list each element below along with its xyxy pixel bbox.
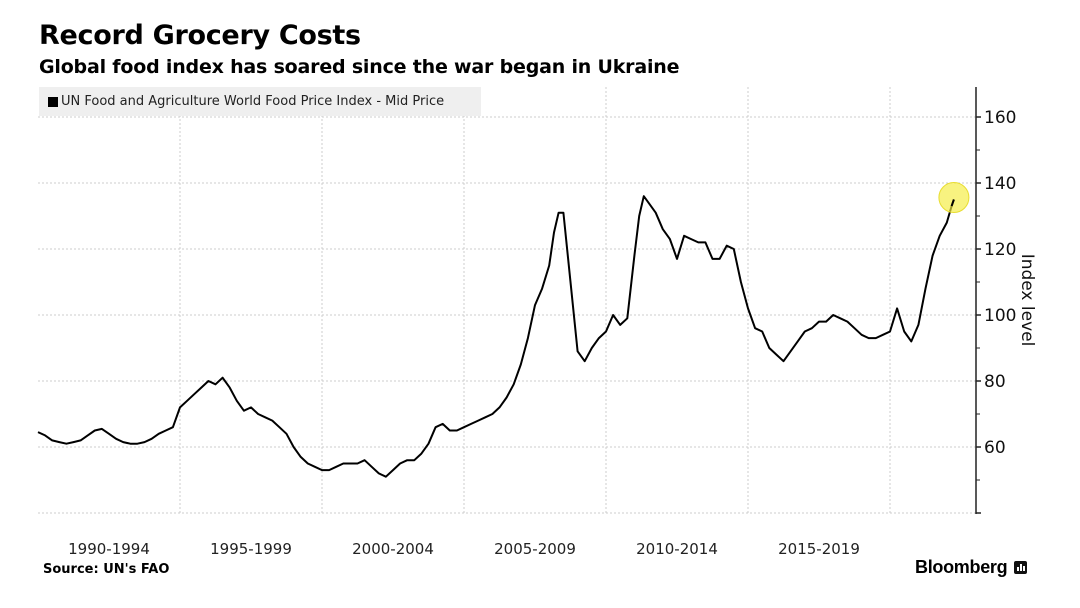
y-tick-label: 80 (984, 372, 1006, 392)
series-line-latest (950, 199, 955, 207)
gridlines (38, 87, 976, 514)
legend-swatch (48, 96, 58, 107)
source-note: Source: UN's FAO (43, 562, 170, 577)
chart-title: Record Grocery Costs (39, 20, 361, 51)
x-tick-label: 2005-2009 (494, 540, 576, 558)
latest-value-highlight (938, 182, 970, 213)
y-tick-label: 140 (984, 174, 1016, 194)
x-axis: 1990-1994 1995-1999 2000-2004 2005-2009 2010… (68, 540, 860, 558)
brand-logo: Bloomberg (915, 557, 1028, 578)
y-tick-label: 160 (984, 108, 1016, 128)
chart-subtitle: Global food index has soared since the w… (39, 56, 680, 78)
series-group (37, 182, 970, 478)
x-tick-label: 2010-2014 (636, 540, 718, 558)
x-tick-label: 1995-1999 (210, 540, 292, 558)
y-tick-label: 60 (984, 438, 1006, 458)
series-line (37, 195, 955, 478)
y-axis-label: Index level (1017, 254, 1037, 347)
legend-label: UN Food and Agriculture World Food Price… (61, 94, 445, 109)
y-axis: 60 80 100 120 140 160 (975, 87, 1016, 514)
legend: UN Food and Agriculture World Food Price… (39, 87, 481, 116)
y-tick-label: 120 (984, 240, 1016, 260)
x-tick-label: 2015-2019 (778, 540, 860, 558)
y-tick-label: 100 (984, 306, 1016, 326)
x-tick-label: 1990-1994 (68, 540, 150, 558)
x-tick-label: 2000-2004 (352, 540, 434, 558)
brand-name: Bloomberg (915, 557, 1008, 577)
chart-icon (1014, 561, 1028, 574)
